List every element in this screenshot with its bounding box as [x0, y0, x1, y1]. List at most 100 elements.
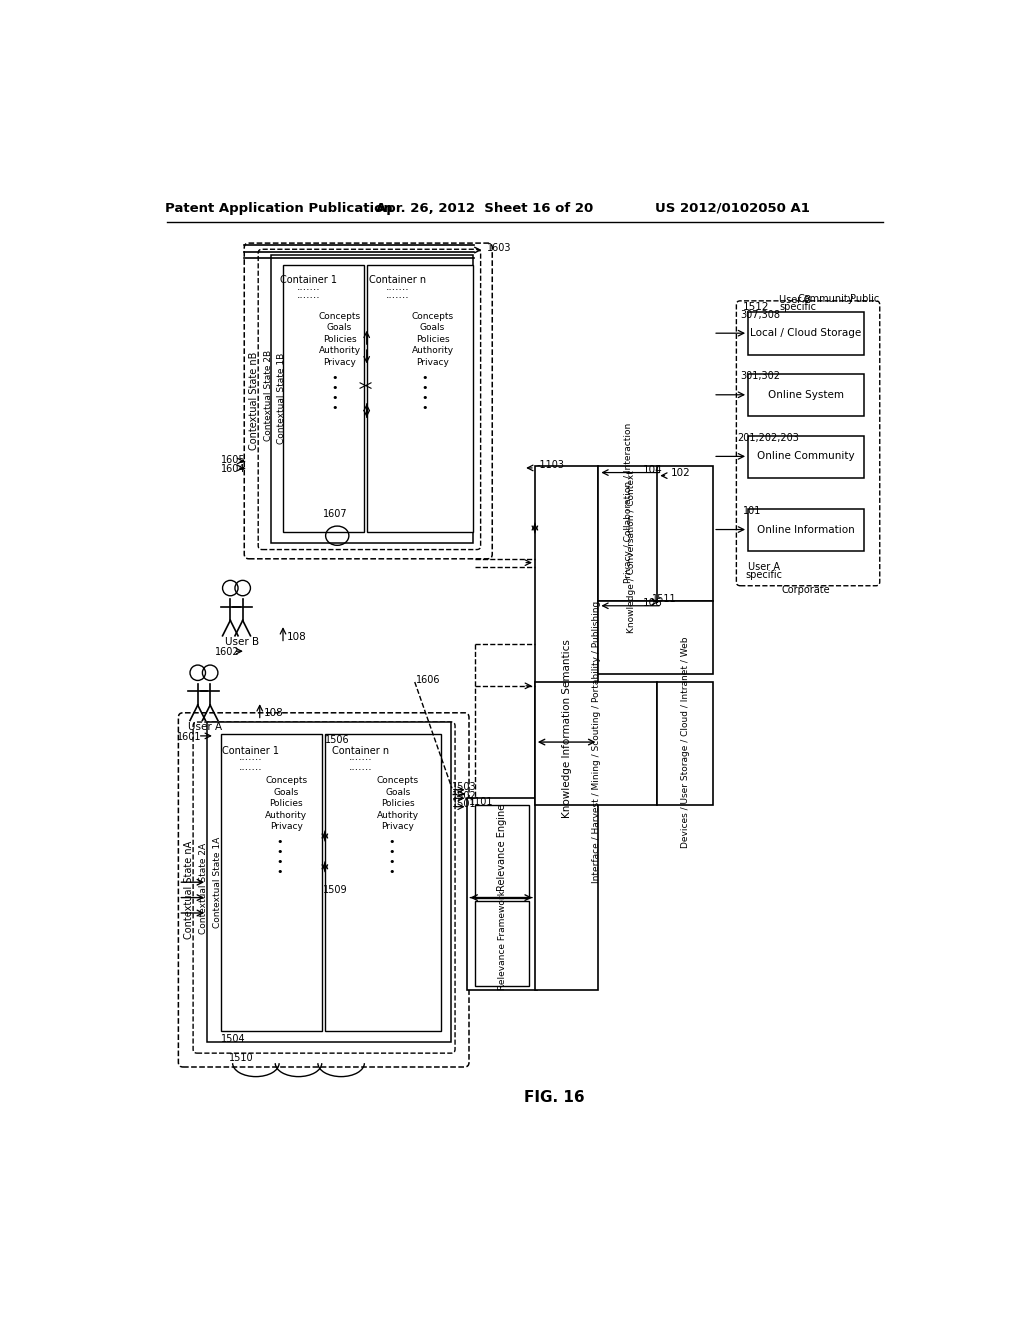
Text: •: •	[276, 847, 284, 857]
Text: US 2012/0102050 A1: US 2012/0102050 A1	[655, 202, 810, 215]
Text: •: •	[422, 383, 428, 393]
Text: Authority: Authority	[377, 810, 419, 820]
Text: •: •	[276, 837, 284, 847]
Text: 1604: 1604	[221, 465, 246, 474]
Text: specific: specific	[745, 570, 782, 579]
Text: 1510: 1510	[228, 1053, 253, 1063]
Text: 104: 104	[643, 465, 663, 475]
Text: •: •	[422, 393, 428, 403]
Text: Contextual State 2A: Contextual State 2A	[200, 842, 209, 935]
Text: 307,308: 307,308	[740, 310, 780, 319]
Text: •: •	[331, 372, 337, 383]
Text: Online Information: Online Information	[758, 524, 855, 535]
Bar	[367, 265, 473, 532]
Text: Privacy: Privacy	[416, 358, 449, 367]
Text: •: •	[388, 857, 394, 867]
Text: •: •	[422, 372, 428, 383]
Bar	[598, 466, 658, 601]
Text: Goals: Goals	[273, 788, 299, 796]
Text: Container 1: Container 1	[281, 276, 337, 285]
Text: 201,202,203: 201,202,203	[737, 433, 799, 444]
Text: Goals: Goals	[385, 788, 411, 796]
FancyBboxPatch shape	[194, 722, 455, 1053]
Bar	[535, 466, 598, 990]
Bar	[283, 265, 365, 532]
Bar	[535, 682, 657, 805]
Bar	[598, 601, 713, 675]
Text: 1502: 1502	[452, 791, 477, 801]
Text: .......: .......	[239, 762, 262, 772]
Text: .......: .......	[349, 752, 373, 763]
Text: 1506: 1506	[325, 735, 349, 744]
Bar	[207, 722, 452, 1041]
Text: User B: User B	[225, 638, 259, 647]
Text: 1607: 1607	[324, 510, 348, 519]
Text: Corporate: Corporate	[781, 585, 830, 594]
Text: User A: User A	[748, 561, 779, 572]
Bar	[748, 436, 864, 478]
Text: Interface / Harvest / Mining / Scouting / Portability / Publishing: Interface / Harvest / Mining / Scouting …	[592, 601, 601, 883]
Text: Container n: Container n	[369, 276, 426, 285]
Text: •: •	[276, 857, 284, 867]
Text: User B: User B	[779, 296, 811, 305]
FancyBboxPatch shape	[178, 713, 469, 1067]
Bar	[221, 734, 322, 1031]
Text: 1101: 1101	[469, 797, 494, 807]
Text: 106: 106	[643, 598, 663, 609]
Text: Policies: Policies	[269, 799, 303, 808]
FancyBboxPatch shape	[736, 301, 880, 586]
Text: Policies: Policies	[323, 335, 356, 343]
Text: Community: Community	[798, 294, 854, 305]
Text: •: •	[331, 393, 337, 403]
Text: 1603: 1603	[486, 243, 511, 252]
Text: Online System: Online System	[768, 389, 844, 400]
Text: .......: .......	[349, 762, 373, 772]
Text: Goals: Goals	[420, 323, 445, 333]
Text: Privacy: Privacy	[324, 358, 356, 367]
Text: Concepts: Concepts	[318, 312, 360, 321]
Text: 1602: 1602	[215, 647, 240, 657]
Text: Contextual State nB: Contextual State nB	[249, 351, 259, 450]
Bar	[475, 902, 529, 986]
Bar	[748, 508, 864, 552]
Text: -1103: -1103	[537, 459, 564, 470]
Text: Contextual State 1B: Contextual State 1B	[276, 352, 286, 445]
Bar	[325, 734, 441, 1031]
Text: •: •	[388, 847, 394, 857]
Text: •: •	[276, 867, 284, 878]
Bar	[748, 313, 864, 355]
Text: Local / Cloud Storage: Local / Cloud Storage	[751, 329, 862, 338]
Text: FIG. 16: FIG. 16	[524, 1090, 585, 1105]
Text: Authority: Authority	[318, 346, 360, 355]
Text: Relevance Framework: Relevance Framework	[498, 890, 507, 990]
Text: •: •	[388, 837, 394, 847]
Text: 1504: 1504	[221, 1035, 246, 1044]
Text: User A: User A	[188, 722, 222, 731]
Text: Concepts: Concepts	[377, 776, 419, 785]
Text: Knowledge Information Semantics: Knowledge Information Semantics	[561, 639, 571, 817]
Text: Concepts: Concepts	[412, 312, 454, 321]
Text: Privacy: Privacy	[269, 822, 302, 832]
Text: .......: .......	[386, 282, 410, 292]
Text: .......: .......	[239, 752, 262, 763]
FancyBboxPatch shape	[245, 243, 493, 558]
Text: 1512: 1512	[742, 302, 769, 312]
Text: Privacy / Collaboration / Interaction: Privacy / Collaboration / Interaction	[625, 424, 633, 583]
Text: 108: 108	[263, 708, 284, 718]
Text: 301,302: 301,302	[740, 371, 780, 381]
Text: .......: .......	[386, 290, 410, 301]
Text: Online Community: Online Community	[758, 451, 855, 462]
Text: Apr. 26, 2012  Sheet 16 of 20: Apr. 26, 2012 Sheet 16 of 20	[376, 202, 593, 215]
Text: 1501: 1501	[452, 800, 476, 809]
Text: Patent Application Publication: Patent Application Publication	[165, 202, 393, 215]
Text: Privacy: Privacy	[381, 822, 414, 832]
Text: Contextual State 1A: Contextual State 1A	[213, 837, 222, 928]
Text: Container n: Container n	[332, 746, 389, 756]
Bar	[748, 374, 864, 416]
Text: 1606: 1606	[417, 675, 440, 685]
Text: Public: Public	[850, 294, 879, 305]
Text: Policies: Policies	[416, 335, 450, 343]
Text: Container 1: Container 1	[222, 746, 279, 756]
Bar	[475, 805, 529, 898]
Text: 108: 108	[287, 632, 306, 643]
